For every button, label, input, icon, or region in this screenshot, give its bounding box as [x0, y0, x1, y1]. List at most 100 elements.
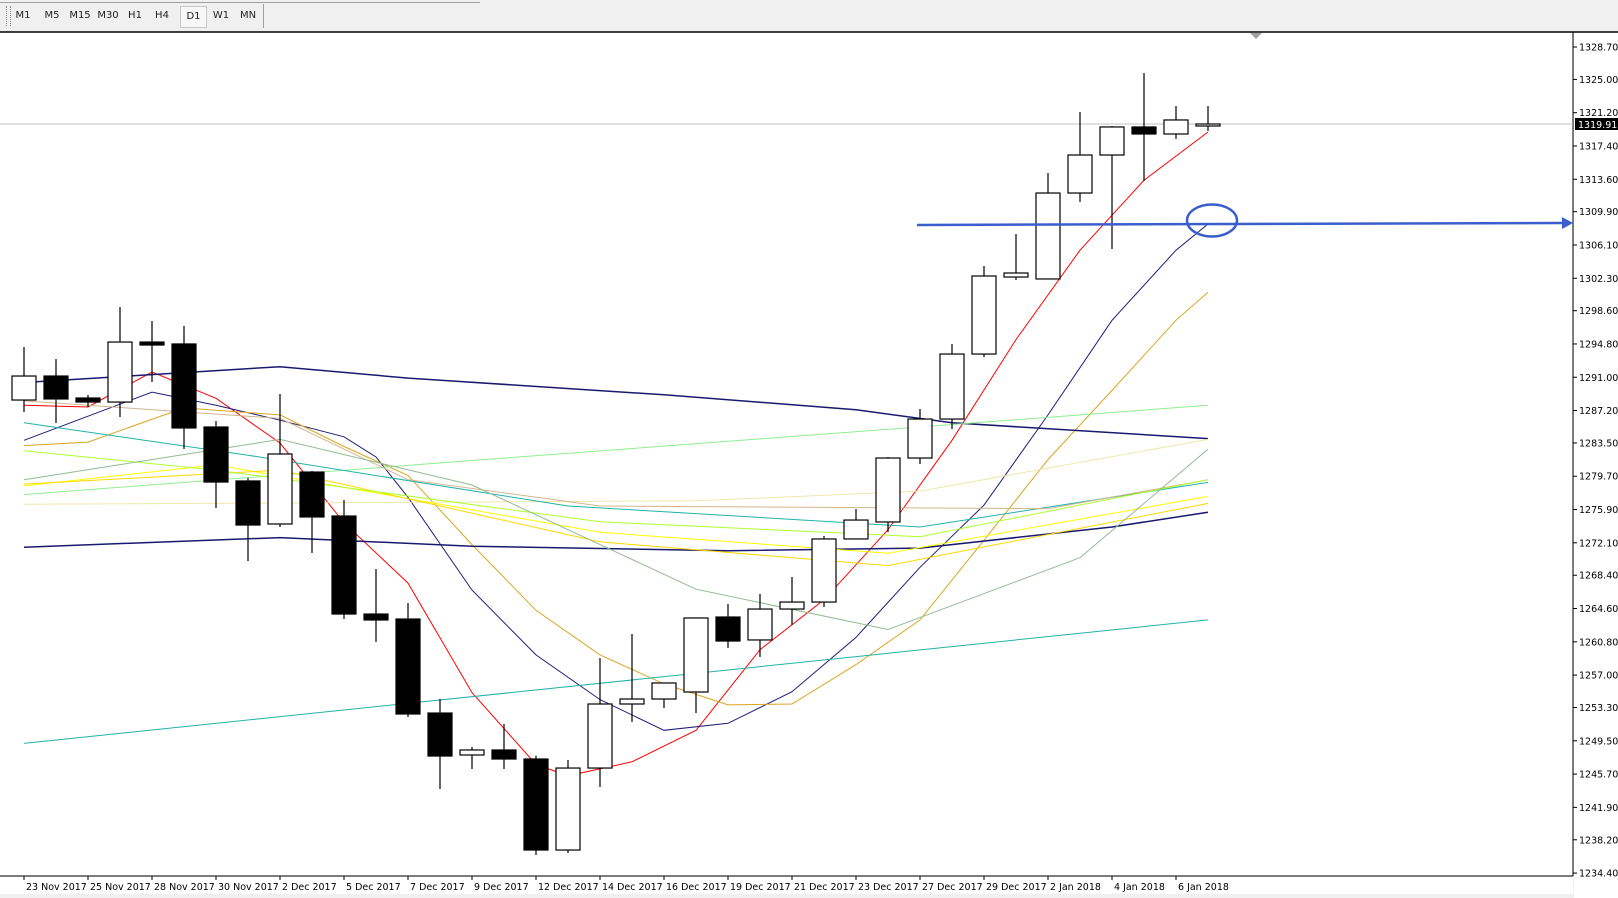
moving-average-line [23, 400, 1209, 510]
time-tick-label: 23 Dec 2017 [858, 882, 919, 893]
bullish-candle-body [1067, 154, 1093, 194]
timeframe-d1-button[interactable]: D1 [180, 6, 207, 28]
moving-average-line [23, 469, 1209, 567]
candle [427, 699, 453, 789]
bearish-candle-body [203, 426, 229, 483]
candle [203, 420, 229, 509]
bearish-candle-body [491, 749, 517, 760]
price-tick-label: 1306.10 [1579, 240, 1618, 251]
candle [651, 682, 677, 709]
moving-average-line [23, 450, 1209, 538]
current-price-label: 1319.91 [1578, 120, 1617, 131]
candle [235, 477, 261, 562]
candle [779, 576, 805, 625]
bullish-candle-body [459, 749, 485, 756]
time-axis: 23 Nov 2017 25 Nov 2017 28 Nov 2017 30 Nov … [23, 876, 1229, 893]
candle [971, 266, 997, 358]
bullish-candle-body [651, 682, 677, 700]
time-tick-label: 27 Dec 2017 [922, 882, 983, 893]
moving-average-line [23, 422, 1209, 528]
candles [11, 73, 1221, 856]
toolbar-separator [263, 4, 264, 28]
bearish-candle-body [715, 616, 741, 642]
bearish-candle-body [75, 397, 101, 403]
price-axis: 1328.70 1325.00 1321.20 1317.40 1313.60 1309.… [1573, 43, 1618, 880]
price-tick-label: 1249.50 [1579, 736, 1618, 747]
bullish-candle-body [971, 275, 997, 355]
price-tick-label: 1245.70 [1579, 770, 1618, 781]
price-tick-label: 1257.00 [1579, 671, 1618, 682]
candle [43, 359, 69, 423]
moving-average-line [23, 464, 1209, 554]
candle [1163, 106, 1189, 139]
timeframe-m1-button[interactable]: M1 [15, 10, 31, 21]
candle [747, 593, 773, 657]
moving-average-line [23, 619, 1209, 744]
candle [907, 408, 933, 464]
price-tick-label: 1253.30 [1579, 703, 1618, 714]
bullish-candle-body [1035, 192, 1061, 280]
price-tick-label: 1317.40 [1579, 141, 1618, 152]
price-tick-label: 1291.00 [1579, 373, 1618, 384]
candle [715, 603, 741, 649]
arrow-head-icon [1562, 216, 1573, 229]
time-tick-label: 12 Dec 2017 [538, 882, 599, 893]
axis-panel [1574, 32, 1618, 898]
price-tick-label: 1241.90 [1579, 803, 1618, 814]
price-tick-label: 1279.70 [1579, 472, 1618, 483]
bearish-candle-body [171, 343, 197, 429]
candle [1035, 172, 1061, 280]
candle [1003, 234, 1029, 281]
candle [491, 723, 517, 769]
bullish-candle-body [747, 608, 773, 641]
time-tick-label: 9 Dec 2017 [474, 882, 529, 893]
moving-average-line [23, 438, 1209, 505]
timeframe-mn-button[interactable]: MN [239, 10, 257, 21]
bullish-candle-body [1099, 126, 1125, 156]
candle [171, 326, 197, 449]
time-tick-label: 30 Nov 2017 [218, 882, 279, 893]
bullish-candle-body [587, 703, 613, 769]
timeframe-h4-button[interactable]: H4 [155, 10, 169, 21]
timeframe-m5-button[interactable]: M5 [44, 10, 60, 21]
candle [75, 395, 101, 408]
bearish-candle-body [523, 758, 549, 851]
bearish-candle-body [395, 618, 421, 715]
drawings [916, 203, 1573, 238]
price-tick-label: 1313.60 [1579, 175, 1618, 186]
candle [523, 755, 549, 856]
timeframe-m15-button[interactable]: M15 [69, 10, 91, 21]
price-tick-label: 1298.60 [1579, 306, 1618, 317]
moving-average-line [23, 404, 1209, 496]
chart-shift-marker-icon[interactable] [1250, 33, 1262, 39]
time-axis-strip [0, 877, 1573, 894]
time-tick-label: 5 Dec 2017 [346, 882, 401, 893]
price-tick-label: 1260.80 [1579, 637, 1618, 648]
price-tick-label: 1268.40 [1579, 571, 1618, 582]
time-tick-label: 25 Nov 2017 [90, 882, 151, 893]
time-tick-label: 14 Dec 2017 [602, 882, 663, 893]
candle [11, 347, 37, 413]
candle [267, 393, 293, 527]
bearish-candle-body [235, 480, 261, 526]
timeframe-m30-button[interactable]: M30 [97, 10, 119, 21]
bullish-candle-body [267, 453, 293, 525]
time-tick-label: 2 Dec 2017 [282, 882, 337, 893]
timeframe-h1-button[interactable]: H1 [128, 10, 142, 21]
time-tick-label: 19 Dec 2017 [730, 882, 791, 893]
timeframe-w1-button[interactable]: W1 [212, 10, 230, 21]
candle [331, 499, 357, 620]
bullish-candle-body [779, 601, 805, 610]
candle [363, 569, 389, 642]
candle [683, 617, 709, 714]
candle [1067, 111, 1093, 202]
bearish-candle-body [299, 471, 325, 518]
candle [139, 321, 165, 382]
candle [299, 470, 325, 553]
toolbar-grip-handle[interactable] [6, 6, 11, 26]
ellipse-annotation [1185, 203, 1239, 238]
bullish-candle-body [843, 519, 869, 540]
candle [619, 634, 645, 722]
horizontal-trend-line [916, 221, 1567, 227]
